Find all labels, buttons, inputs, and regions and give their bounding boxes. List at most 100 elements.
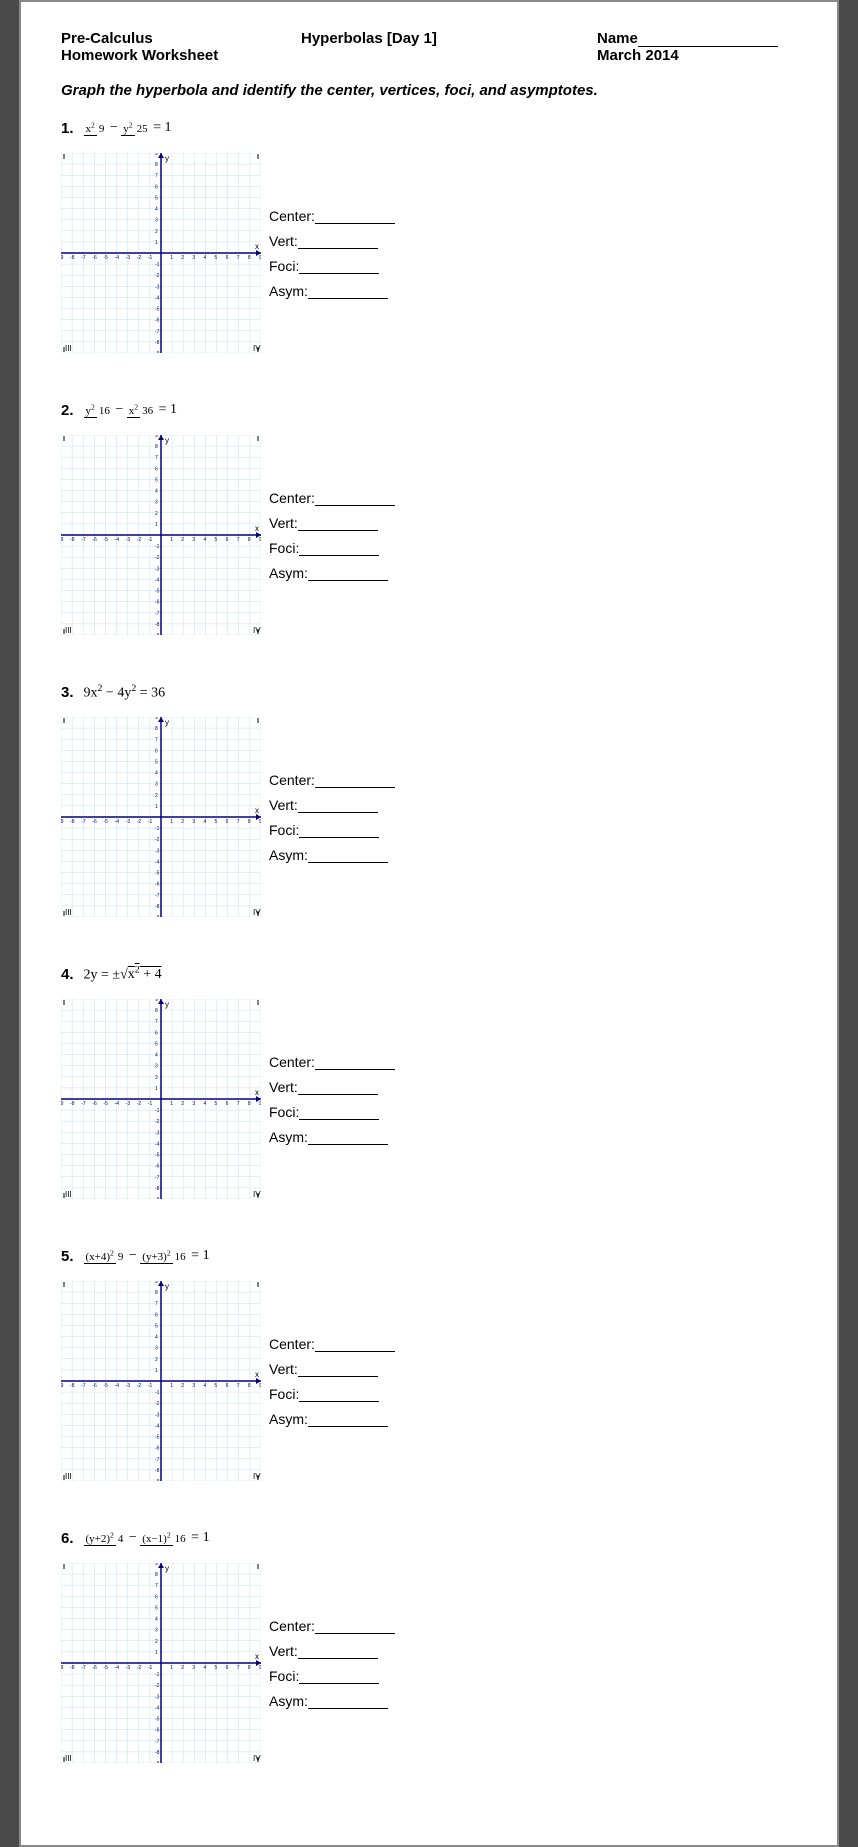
svg-text:-6: -6 — [155, 1164, 160, 1170]
asym-label: Asym: — [269, 1129, 308, 1145]
svg-text:9: 9 — [259, 1665, 261, 1671]
svg-text:3: 3 — [155, 218, 158, 224]
svg-text:4: 4 — [155, 771, 158, 777]
svg-text:7: 7 — [155, 1583, 158, 1589]
svg-text:2: 2 — [155, 1639, 158, 1645]
svg-text:III: III — [65, 1472, 72, 1481]
asym-label: Asym: — [269, 1411, 308, 1427]
header: Pre-Calculus Homework Worksheet Hyperbol… — [61, 30, 797, 64]
asym-label: Asym: — [269, 565, 308, 581]
svg-text:8: 8 — [248, 1101, 251, 1107]
svg-text:-3: -3 — [126, 819, 131, 825]
asym-blank[interactable] — [308, 848, 388, 863]
svg-text:7: 7 — [237, 1665, 240, 1671]
center-label: Center: — [269, 490, 315, 506]
coordinate-grid: IVIII-9-9-8-8-7-7-6-6-5-5-4-4-3-3-2-2-1-… — [61, 1281, 261, 1481]
svg-text:-4: -4 — [155, 295, 160, 301]
vert-blank[interactable] — [298, 234, 378, 249]
svg-text:9: 9 — [155, 435, 158, 439]
svg-text:-1: -1 — [155, 1390, 160, 1396]
foci-blank[interactable] — [299, 1669, 379, 1684]
answer-block: Center: Vert: Foci: Asym: — [269, 1609, 395, 1718]
worksheet-page: Pre-Calculus Homework Worksheet Hyperbol… — [19, 0, 839, 1847]
svg-text:x: x — [255, 524, 259, 533]
svg-text:-3: -3 — [126, 537, 131, 543]
svg-text:2: 2 — [181, 537, 184, 543]
svg-text:8: 8 — [155, 162, 158, 168]
svg-text:-1: -1 — [148, 1665, 153, 1671]
svg-text:7: 7 — [155, 173, 158, 179]
svg-text:3: 3 — [155, 1346, 158, 1352]
center-blank[interactable] — [315, 773, 395, 788]
asym-blank[interactable] — [308, 1130, 388, 1145]
center-label: Center: — [269, 772, 315, 788]
svg-text:y: y — [165, 1564, 169, 1573]
course-title: Pre-Calculus — [61, 30, 301, 47]
foci-blank[interactable] — [299, 541, 379, 556]
svg-text:x: x — [255, 1088, 259, 1097]
vert-blank[interactable] — [298, 1362, 378, 1377]
svg-text:III: III — [65, 344, 72, 353]
foci-blank[interactable] — [299, 1387, 379, 1402]
svg-text:-9: -9 — [155, 1197, 160, 1199]
svg-text:-7: -7 — [81, 1101, 86, 1107]
svg-text:3: 3 — [155, 500, 158, 506]
svg-text:-2: -2 — [155, 1119, 160, 1125]
svg-text:4: 4 — [203, 819, 206, 825]
svg-text:-4: -4 — [155, 1141, 160, 1147]
svg-text:-9: -9 — [155, 633, 160, 635]
center-label: Center: — [269, 1336, 315, 1352]
vert-blank[interactable] — [298, 798, 378, 813]
foci-label: Foci: — [269, 258, 299, 274]
equation: 9x2 − 4y2 = 36 — [84, 683, 166, 702]
center-blank[interactable] — [315, 1055, 395, 1070]
svg-text:-9: -9 — [155, 915, 160, 917]
svg-text:-7: -7 — [81, 1665, 86, 1671]
svg-text:IV: IV — [253, 1754, 261, 1763]
svg-text:-1: -1 — [148, 537, 153, 543]
svg-text:5: 5 — [215, 1383, 218, 1389]
center-blank[interactable] — [315, 1619, 395, 1634]
foci-blank[interactable] — [299, 823, 379, 838]
svg-text:-2: -2 — [137, 1665, 142, 1671]
svg-text:-8: -8 — [155, 904, 160, 910]
svg-text:-3: -3 — [126, 1665, 131, 1671]
asym-blank[interactable] — [308, 284, 388, 299]
asym-blank[interactable] — [308, 566, 388, 581]
svg-text:-2: -2 — [155, 1683, 160, 1689]
svg-text:-3: -3 — [155, 566, 160, 572]
answer-block: Center: Vert: Foci: Asym: — [269, 1327, 395, 1436]
asym-blank[interactable] — [308, 1412, 388, 1427]
foci-blank[interactable] — [299, 1105, 379, 1120]
svg-text:-9: -9 — [61, 537, 64, 543]
svg-text:-4: -4 — [115, 1383, 120, 1389]
center-blank[interactable] — [315, 209, 395, 224]
problem-number: 2. — [61, 402, 74, 419]
center-blank[interactable] — [315, 491, 395, 506]
lesson-title: Hyperbolas [Day 1] — [301, 30, 597, 64]
name-label: Name — [597, 30, 638, 47]
svg-text:-5: -5 — [103, 1383, 108, 1389]
svg-text:6: 6 — [226, 819, 229, 825]
foci-blank[interactable] — [299, 259, 379, 274]
vert-blank[interactable] — [298, 1644, 378, 1659]
vert-blank[interactable] — [298, 516, 378, 531]
svg-text:4: 4 — [155, 1053, 158, 1059]
svg-text:-9: -9 — [61, 1383, 64, 1389]
svg-text:-8: -8 — [70, 819, 75, 825]
asym-label: Asym: — [269, 1693, 308, 1709]
foci-label: Foci: — [269, 822, 299, 838]
svg-text:-6: -6 — [92, 1383, 97, 1389]
svg-text:2: 2 — [155, 793, 158, 799]
svg-text:4: 4 — [155, 1335, 158, 1341]
asym-label: Asym: — [269, 283, 308, 299]
asym-blank[interactable] — [308, 1694, 388, 1709]
svg-text:5: 5 — [155, 1605, 158, 1611]
svg-text:III: III — [65, 626, 72, 635]
center-blank[interactable] — [315, 1337, 395, 1352]
svg-text:7: 7 — [155, 1019, 158, 1025]
svg-text:-2: -2 — [155, 273, 160, 279]
svg-text:9: 9 — [259, 1383, 261, 1389]
vert-blank[interactable] — [298, 1080, 378, 1095]
svg-text:-8: -8 — [155, 622, 160, 628]
